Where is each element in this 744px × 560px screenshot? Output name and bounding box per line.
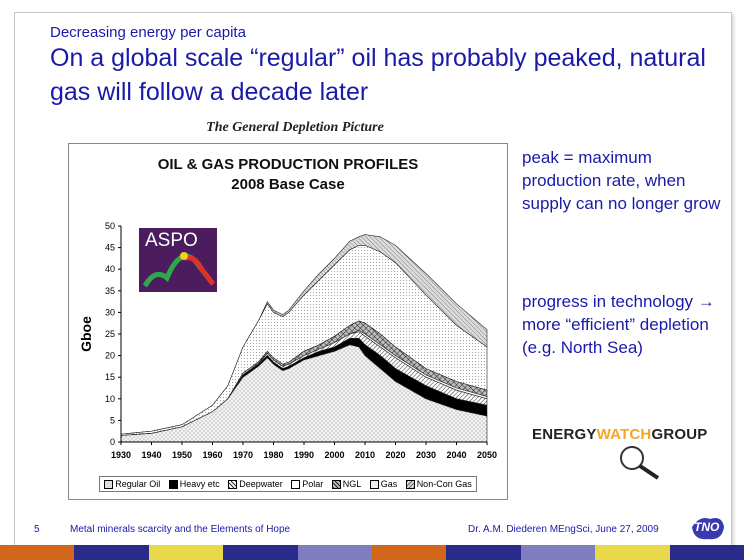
production-chart: 0 5 10 15 20 25 30 35 40 45 50 1930 1940 1950 1960 1970… [78, 221, 497, 460]
y-tick-label: 30 [105, 307, 115, 317]
energywatchgroup-logo: ENERGYWATCHGROUP [532, 426, 707, 443]
stripe-segment [223, 545, 299, 560]
chart-title: OIL & GAS PRODUCTION PROFILES [157, 156, 419, 173]
x-tick-label: 1990 [294, 450, 314, 460]
footer-right-text: Dr. A.M. Diederen MEngSci, June 27, 2009 [468, 524, 659, 535]
legend-label: Deepwater [239, 479, 283, 489]
legend-item: Heavy etc [168, 479, 220, 489]
y-tick-label: 40 [105, 264, 115, 274]
stripe-segment [0, 545, 76, 560]
tno-logo: TNO [690, 513, 726, 543]
legend-swatch [228, 479, 238, 489]
x-tick-label: 1940 [141, 450, 161, 460]
aspo-logo: ASPO [139, 228, 217, 292]
x-tick-label: 1970 [233, 450, 253, 460]
x-tick-label: 1950 [172, 450, 192, 460]
legend-label: NGL [342, 479, 362, 489]
side-note-peak: peak = maximum production rate, when sup… [522, 148, 721, 213]
y-tick-label: 10 [105, 394, 115, 404]
legend-swatch [168, 479, 178, 489]
stripe-segment [446, 545, 522, 560]
legend-item: Regular Oil [104, 479, 160, 489]
stripe-segment [148, 545, 225, 560]
legend-label: Polar [302, 479, 324, 489]
legend-item: Polar [291, 479, 323, 489]
x-tick-label: 2000 [324, 450, 344, 460]
legend-item: NGL [331, 479, 362, 489]
magnifier-icon [620, 446, 660, 480]
x-tick-label: 2020 [385, 450, 405, 460]
legend-label: Non-Con Gas [416, 479, 472, 489]
chart-legend: Regular Oil Heavy etc Deepwater Polar NGL Gas… [99, 476, 477, 492]
legend-swatch [104, 479, 114, 489]
stripe-segment [74, 545, 150, 560]
chart-panel: OIL & GAS PRODUCTION PROFILES 2008 Base … [68, 143, 508, 500]
side-note-technology: progress in technology → more “efficient… [522, 292, 715, 357]
x-tick-label: 2050 [477, 450, 497, 460]
slide-title: On a global scale “regular” oil has prob… [50, 44, 706, 106]
y-tick-label: 20 [105, 351, 115, 361]
slide-subtitle: Decreasing energy per capita [50, 24, 246, 41]
legend-label: Gas [380, 479, 398, 489]
stripe-segment [297, 545, 373, 560]
legend-swatch [405, 479, 415, 489]
y-tick-label: 5 [110, 415, 115, 425]
chart-subtitle: 2008 Base Case [231, 176, 345, 193]
y-tick-label: 45 [105, 243, 115, 253]
legend-item: Gas [369, 479, 398, 489]
ewg-word-group: GROUP [651, 426, 708, 443]
y-tick-label: 25 [105, 329, 115, 339]
ewg-word-watch: WATCH [596, 426, 652, 443]
x-tick-label: 2040 [446, 450, 466, 460]
y-tick-label: 15 [105, 372, 115, 382]
tno-logo-icon [692, 518, 724, 540]
legend-item: Deepwater [228, 479, 283, 489]
ewg-word-energy: ENERGY [532, 426, 597, 443]
page-number: 5 [34, 524, 40, 535]
stripe-segment [372, 545, 448, 560]
x-tick-label: 2010 [355, 450, 375, 460]
aspo-wave-icon [142, 252, 215, 288]
x-tick-label: 1930 [111, 450, 131, 460]
aspo-logo-text: ASPO [145, 230, 198, 251]
stripe-segment [669, 545, 744, 560]
footer-left-text: Metal minerals scarcity and the Elements… [70, 524, 291, 535]
y-tick-label: 35 [105, 286, 115, 296]
stripe-segment [595, 545, 671, 560]
tno-logo-text: TNO [694, 520, 720, 534]
x-tick-label: 1980 [263, 450, 283, 460]
x-tick-label: 1960 [202, 450, 222, 460]
legend-swatch [369, 479, 379, 489]
legend-item: Non-Con Gas [405, 479, 472, 489]
figure-caption: The General Depletion Picture [206, 120, 384, 135]
legend-label: Heavy etc [179, 479, 220, 489]
y-tick-label: 50 [105, 221, 115, 231]
x-tick-label: 2030 [416, 450, 436, 460]
y-tick-label: 0 [110, 437, 115, 447]
y-axis-label: Gboe [78, 316, 94, 352]
legend-label: Regular Oil [115, 479, 161, 489]
legend-swatch [331, 479, 341, 489]
stripe-segment [520, 545, 597, 560]
legend-swatch [291, 479, 301, 489]
